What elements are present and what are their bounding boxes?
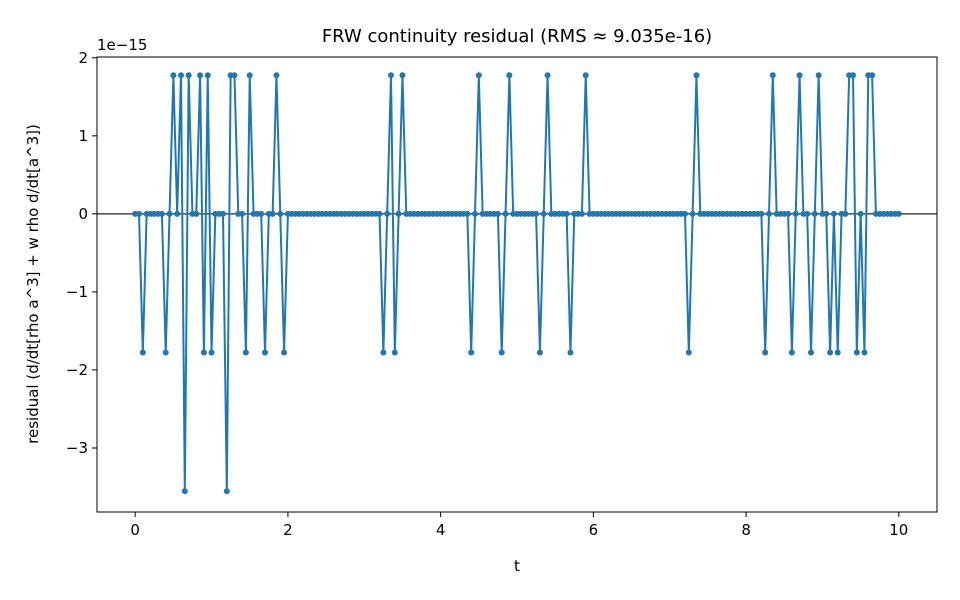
data-point bbox=[811, 210, 818, 217]
data-point bbox=[197, 72, 204, 79]
data-point bbox=[827, 349, 834, 356]
data-point bbox=[853, 349, 860, 356]
data-point bbox=[506, 72, 513, 79]
data-point bbox=[475, 72, 482, 79]
data-point bbox=[494, 210, 501, 217]
data-point bbox=[380, 349, 387, 356]
data-point bbox=[178, 72, 184, 79]
chart-title: FRW continuity residual (RMS ≈ 9.035e-16… bbox=[322, 26, 712, 47]
data-point bbox=[464, 210, 471, 217]
y-offset-text: 1e−15 bbox=[97, 36, 147, 54]
data-point bbox=[785, 210, 792, 217]
data-point bbox=[170, 72, 177, 79]
data-point bbox=[242, 349, 249, 356]
data-point bbox=[258, 210, 265, 217]
x-tick-label: 10 bbox=[889, 521, 908, 539]
x-tick-label: 2 bbox=[283, 521, 293, 539]
data-point bbox=[162, 349, 169, 356]
data-point bbox=[762, 349, 769, 356]
data-point bbox=[136, 210, 142, 217]
y-tick-label: 1 bbox=[78, 127, 88, 145]
x-tick-label: 0 bbox=[130, 521, 140, 539]
data-point bbox=[181, 488, 188, 495]
data-point bbox=[208, 349, 215, 356]
y-axis-label: residual (d/dt[rho a^3] + w rho d/dt[a^3… bbox=[24, 124, 42, 444]
plot-frame bbox=[96, 56, 938, 513]
data-point bbox=[685, 349, 692, 356]
data-point bbox=[682, 210, 688, 217]
data-point bbox=[693, 72, 700, 79]
data-point bbox=[808, 349, 814, 356]
data-point bbox=[174, 210, 181, 217]
data-point bbox=[185, 72, 192, 79]
data-point bbox=[193, 210, 200, 217]
data-point bbox=[788, 349, 795, 356]
data-point bbox=[834, 349, 841, 356]
y-tick-label: 0 bbox=[78, 205, 88, 223]
data-point bbox=[472, 210, 478, 217]
y-tick-label: −1 bbox=[66, 283, 88, 301]
data-point bbox=[399, 72, 406, 79]
data-point bbox=[861, 349, 868, 356]
data-point bbox=[200, 349, 207, 356]
data-point bbox=[158, 210, 165, 217]
data-point bbox=[689, 210, 696, 217]
data-point bbox=[269, 210, 276, 217]
y-tick-label: 2 bbox=[78, 49, 88, 67]
x-axis-label: t bbox=[514, 557, 520, 575]
data-point bbox=[815, 72, 822, 79]
data-point bbox=[792, 210, 799, 217]
data-point bbox=[231, 72, 238, 79]
x-tick-label: 8 bbox=[741, 521, 751, 539]
data-point bbox=[139, 349, 146, 356]
data-point bbox=[567, 349, 574, 356]
data-point bbox=[166, 210, 173, 217]
data-point bbox=[544, 72, 551, 79]
data-point bbox=[582, 72, 589, 79]
data-point bbox=[895, 210, 902, 217]
data-point bbox=[220, 210, 226, 217]
data-point bbox=[563, 210, 570, 217]
data-point bbox=[277, 210, 284, 217]
data-point bbox=[758, 210, 765, 217]
y-tick-label: −2 bbox=[66, 361, 88, 379]
data-point bbox=[796, 72, 803, 79]
data-point bbox=[281, 349, 288, 356]
data-point bbox=[857, 210, 864, 217]
data-point bbox=[498, 349, 505, 356]
data-point bbox=[388, 72, 394, 79]
x-tick-label: 6 bbox=[589, 521, 599, 539]
data-point bbox=[769, 72, 776, 79]
data-point bbox=[850, 72, 856, 79]
data-point bbox=[376, 210, 383, 217]
data-point bbox=[262, 349, 268, 356]
data-point bbox=[502, 210, 509, 217]
data-point bbox=[540, 210, 547, 217]
data-point bbox=[533, 210, 540, 217]
data-point bbox=[830, 210, 837, 217]
data-point bbox=[391, 349, 398, 356]
data-point bbox=[223, 488, 230, 495]
data-point bbox=[468, 349, 475, 356]
data-point bbox=[536, 349, 543, 356]
data-point bbox=[204, 72, 211, 79]
y-tick-label: −3 bbox=[66, 439, 88, 457]
data-point bbox=[246, 72, 253, 79]
x-tick-label: 4 bbox=[436, 521, 446, 539]
data-point bbox=[804, 210, 811, 217]
data-point bbox=[842, 210, 849, 217]
data-point bbox=[239, 210, 246, 217]
data-point bbox=[273, 72, 280, 79]
data-point bbox=[766, 210, 772, 217]
data-point bbox=[384, 210, 391, 217]
data-point bbox=[823, 210, 830, 217]
data-point bbox=[395, 210, 402, 217]
data-point bbox=[869, 72, 876, 79]
data-point bbox=[578, 210, 585, 217]
